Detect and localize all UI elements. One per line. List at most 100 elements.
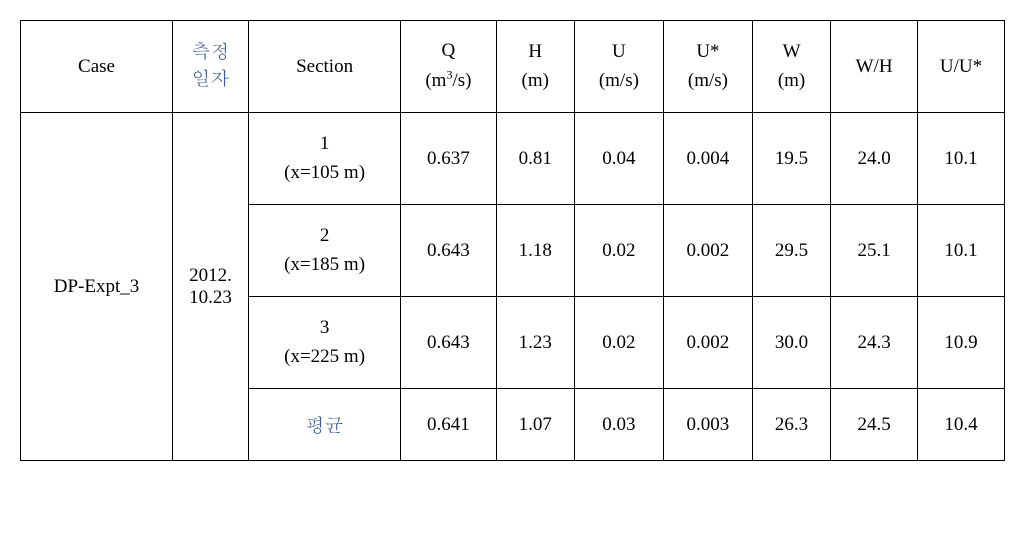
q-cell: 0.643 [401, 205, 497, 297]
u-cell: 0.02 [574, 297, 663, 389]
w-cell: 19.5 [752, 113, 830, 205]
header-date-line2: 일자 [192, 69, 230, 90]
h-value: 0.81 [519, 148, 552, 169]
avg-u-value: 0.03 [602, 414, 635, 435]
avg-h-value: 1.07 [519, 414, 552, 435]
uustar-cell: 10.1 [918, 205, 1005, 297]
header-case-label: Case [78, 56, 115, 77]
uustar-value: 10.1 [944, 240, 977, 261]
avg-q-value: 0.641 [427, 414, 470, 435]
avg-uustar-cell: 10.4 [918, 389, 1005, 461]
u-value: 0.02 [602, 240, 635, 261]
u-value: 0.04 [602, 148, 635, 169]
header-q-main: Q [442, 40, 456, 61]
section-x: (x=105 m) [284, 162, 365, 183]
case-cell: DP-Expt_3 [21, 113, 173, 461]
w-cell: 29.5 [752, 205, 830, 297]
header-u-unit: (m/s) [599, 70, 639, 91]
table-row: DP-Expt_3 2012. 10.23 1 (x=105 m) 0.637 … [21, 113, 1005, 205]
q-cell: 0.643 [401, 297, 497, 389]
uustar-cell: 10.1 [918, 113, 1005, 205]
header-u: U (m/s) [574, 21, 663, 113]
header-u-main: U [612, 41, 626, 62]
u-cell: 0.02 [574, 205, 663, 297]
avg-q-cell: 0.641 [401, 389, 497, 461]
ustar-cell: 0.004 [663, 113, 752, 205]
header-q: Q (m3/s) [401, 21, 497, 113]
ustar-cell: 0.002 [663, 205, 752, 297]
header-ustar: U* (m/s) [663, 21, 752, 113]
wh-cell: 25.1 [831, 205, 918, 297]
date-line2: 10.23 [189, 287, 232, 308]
section-cell: 2 (x=185 m) [249, 205, 401, 297]
header-section-label: Section [296, 56, 353, 77]
ustar-cell: 0.002 [663, 297, 752, 389]
header-date-line1: 측정 [192, 42, 230, 63]
w-value: 30.0 [775, 332, 808, 353]
wh-value: 24.3 [857, 332, 890, 353]
h-cell: 1.23 [496, 297, 574, 389]
w-value: 29.5 [775, 240, 808, 261]
header-q-unit: (m3/s) [425, 70, 471, 91]
avg-uustar-value: 10.4 [944, 414, 977, 435]
uustar-cell: 10.9 [918, 297, 1005, 389]
header-uustar: U/U* [918, 21, 1005, 113]
header-h-unit: (m) [522, 70, 549, 91]
w-value: 19.5 [775, 148, 808, 169]
section-num: 3 [320, 317, 330, 338]
header-h: H (m) [496, 21, 574, 113]
section-cell: 1 (x=105 m) [249, 113, 401, 205]
avg-wh-value: 24.5 [857, 414, 890, 435]
header-uustar-label: U/U* [940, 56, 982, 77]
header-h-main: H [528, 41, 542, 62]
u-value: 0.02 [602, 332, 635, 353]
avg-label: 평균 [306, 416, 344, 437]
avg-w-value: 26.3 [775, 414, 808, 435]
uustar-value: 10.1 [944, 148, 977, 169]
table-header-row: Case 측정 일자 Section Q (m3/s) H (m) U (m/s… [21, 21, 1005, 113]
avg-w-cell: 26.3 [752, 389, 830, 461]
q-value: 0.637 [427, 148, 470, 169]
section-x: (x=225 m) [284, 346, 365, 367]
header-w: W (m) [752, 21, 830, 113]
ustar-value: 0.002 [687, 240, 730, 261]
w-cell: 30.0 [752, 297, 830, 389]
avg-h-cell: 1.07 [496, 389, 574, 461]
header-ustar-unit: (m/s) [688, 70, 728, 91]
q-value: 0.643 [427, 240, 470, 261]
wh-value: 25.1 [857, 240, 890, 261]
wh-cell: 24.3 [831, 297, 918, 389]
section-cell: 3 (x=225 m) [249, 297, 401, 389]
ustar-value: 0.002 [687, 332, 730, 353]
header-section: Section [249, 21, 401, 113]
header-ustar-main: U* [696, 41, 719, 62]
ustar-value: 0.004 [687, 148, 730, 169]
u-cell: 0.04 [574, 113, 663, 205]
h-value: 1.23 [519, 332, 552, 353]
section-x: (x=185 m) [284, 254, 365, 275]
wh-cell: 24.0 [831, 113, 918, 205]
hydraulic-data-table: Case 측정 일자 Section Q (m3/s) H (m) U (m/s… [20, 20, 1005, 461]
header-wh: W/H [831, 21, 918, 113]
avg-wh-cell: 24.5 [831, 389, 918, 461]
uustar-value: 10.9 [944, 332, 977, 353]
section-num: 1 [320, 133, 330, 154]
section-num: 2 [320, 225, 330, 246]
avg-ustar-value: 0.003 [687, 414, 730, 435]
avg-ustar-cell: 0.003 [663, 389, 752, 461]
header-w-main: W [783, 41, 801, 62]
avg-u-cell: 0.03 [574, 389, 663, 461]
h-cell: 1.18 [496, 205, 574, 297]
header-wh-label: W/H [856, 56, 893, 77]
q-value: 0.643 [427, 332, 470, 353]
header-w-unit: (m) [778, 70, 805, 91]
date-line1: 2012. [189, 265, 232, 286]
date-cell: 2012. 10.23 [173, 113, 249, 461]
wh-value: 24.0 [857, 148, 890, 169]
case-value: DP-Expt_3 [54, 276, 140, 297]
h-cell: 0.81 [496, 113, 574, 205]
header-case: Case [21, 21, 173, 113]
h-value: 1.18 [519, 240, 552, 261]
header-date: 측정 일자 [173, 21, 249, 113]
q-cell: 0.637 [401, 113, 497, 205]
